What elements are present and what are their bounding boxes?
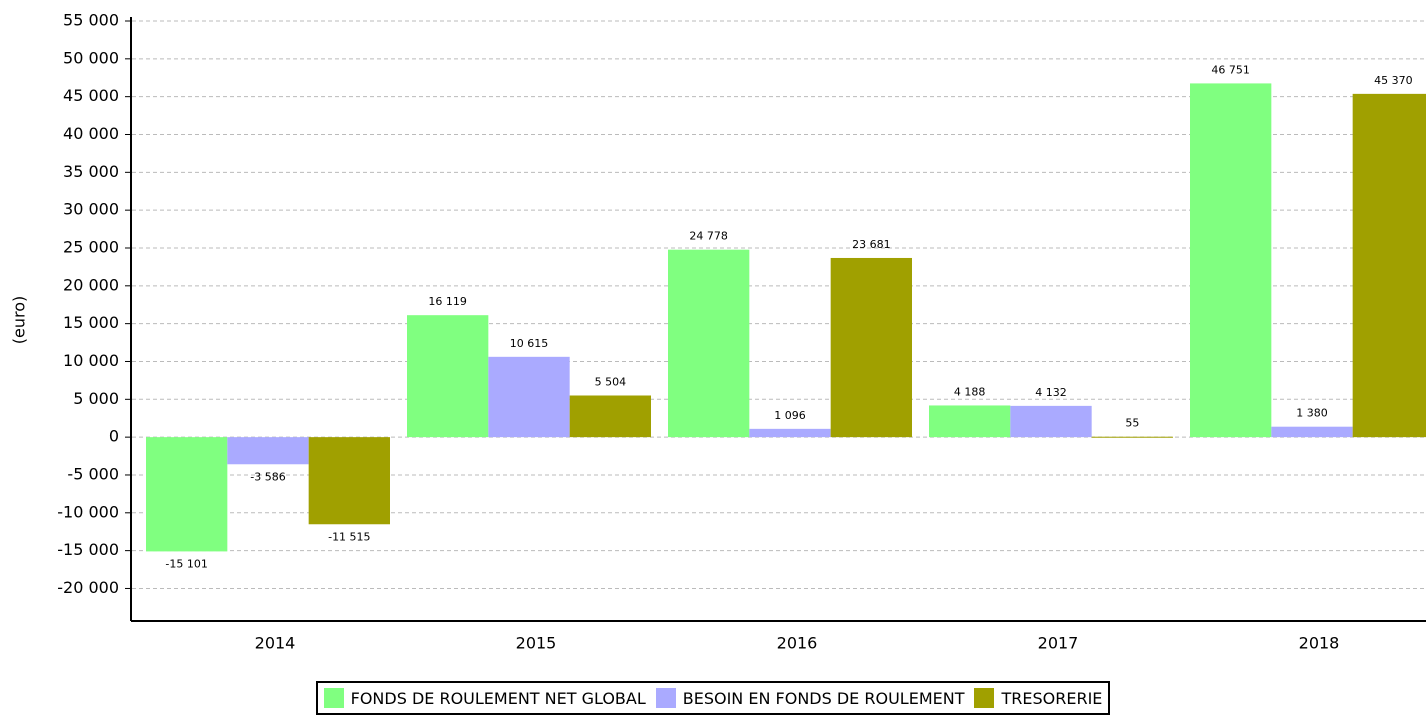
y-tick-label: 45 000 — [63, 86, 119, 105]
value-label: 46 751 — [1211, 63, 1250, 76]
value-label: 1 096 — [774, 409, 806, 422]
bar — [569, 395, 651, 438]
x-tick-label: 2014 — [255, 634, 296, 653]
bar — [830, 257, 912, 438]
bar — [929, 405, 1011, 438]
legend-swatch — [323, 688, 344, 708]
value-label: 5 504 — [595, 375, 627, 388]
bar — [227, 437, 309, 465]
y-tick-label: 20 000 — [63, 275, 119, 294]
y-tick-label: 55 000 — [63, 11, 119, 30]
y-tick-label: -20 000 — [57, 578, 119, 597]
value-label: 1 380 — [1296, 407, 1328, 420]
bar — [1190, 83, 1272, 438]
y-tick-label: 15 000 — [63, 313, 119, 332]
legend-item: FONDS DE ROULEMENT NET GLOBAL — [323, 688, 646, 708]
bar — [1352, 93, 1426, 438]
value-label: -11 515 — [328, 530, 370, 543]
value-label: 45 370 — [1374, 74, 1413, 87]
legend-item: BESOIN EN FONDS DE ROULEMENT — [655, 688, 965, 708]
legend: FONDS DE ROULEMENT NET GLOBAL BESOIN EN F… — [0, 681, 1426, 715]
value-label: 4 132 — [1035, 386, 1067, 399]
value-label: 4 188 — [954, 385, 986, 398]
y-tick-label: 35 000 — [63, 162, 119, 181]
y-tick-label: 5 000 — [73, 389, 119, 408]
value-label: -15 101 — [165, 557, 207, 570]
bar — [308, 437, 390, 525]
legend-box: FONDS DE ROULEMENT NET GLOBAL BESOIN EN F… — [315, 681, 1111, 715]
y-tick-label: 40 000 — [63, 124, 119, 143]
bar — [407, 315, 489, 438]
y-tick-label: 10 000 — [63, 351, 119, 370]
x-tick-label: 2015 — [516, 634, 557, 653]
bar — [1091, 436, 1173, 438]
y-tick-label: 25 000 — [63, 237, 119, 256]
value-label: 24 778 — [689, 230, 728, 243]
legend-item: TRESORERIE — [974, 688, 1102, 708]
legend-label: FONDS DE ROULEMENT NET GLOBAL — [350, 688, 646, 708]
y-tick-label: -10 000 — [57, 502, 119, 521]
legend-swatch — [655, 688, 676, 708]
bar — [1010, 405, 1092, 438]
y-tick-label: 0 — [109, 427, 119, 446]
legend-swatch — [974, 688, 995, 708]
y-tick-label: -5 000 — [67, 464, 119, 483]
y-tick-label: 30 000 — [63, 200, 119, 219]
value-label: 16 119 — [428, 295, 467, 308]
legend-label: BESOIN EN FONDS DE ROULEMENT — [682, 688, 965, 708]
x-tick-label: 2016 — [777, 634, 818, 653]
y-tick-label: 50 000 — [63, 48, 119, 67]
y-tick-label: -15 000 — [57, 540, 119, 559]
y-axis-label: (euro) — [10, 296, 29, 344]
bar — [668, 249, 750, 438]
bar — [146, 437, 228, 552]
chart: (euro) -20 000 -15 000 -10 000 -5 000 0 5 000… — [10, 11, 1426, 653]
value-label: 23 681 — [852, 238, 891, 251]
value-label: 55 — [1125, 417, 1139, 430]
bar — [749, 428, 831, 438]
bar — [1271, 426, 1353, 438]
x-tick-label: 2018 — [1299, 634, 1340, 653]
bar — [488, 356, 570, 438]
legend-label: TRESORERIE — [1001, 688, 1103, 708]
value-label: 10 615 — [510, 337, 549, 350]
x-tick-label: 2017 — [1038, 634, 1079, 653]
value-label: -3 586 — [250, 470, 285, 483]
